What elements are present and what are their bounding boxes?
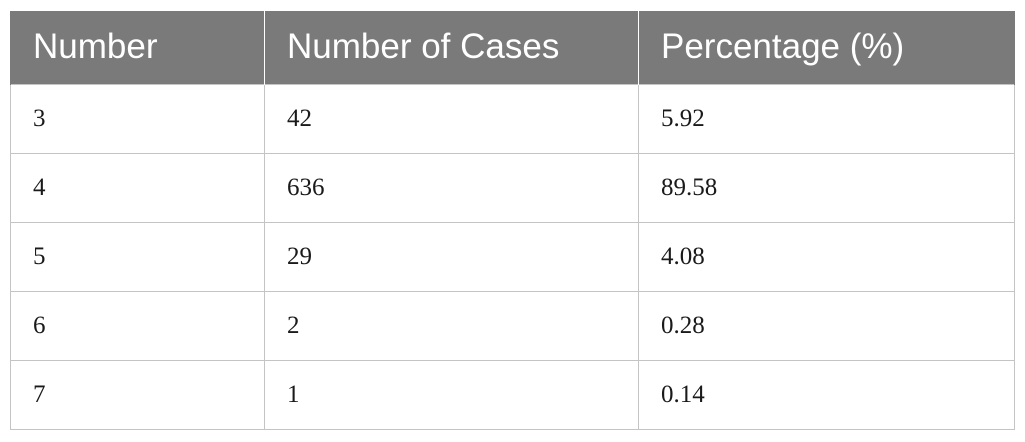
cell-percentage: 5.92 bbox=[638, 83, 1015, 154]
table-row: 7 1 0.14 bbox=[10, 359, 1015, 430]
cell-percentage: 0.14 bbox=[638, 359, 1015, 430]
cell-cases: 42 bbox=[264, 83, 639, 154]
cell-number: 5 bbox=[10, 221, 265, 292]
header-row: Number Number of Cases Percentage (%) bbox=[10, 11, 1015, 84]
cell-number: 7 bbox=[10, 359, 265, 430]
header-number-of-cases: Number of Cases bbox=[264, 11, 639, 84]
table-row: 3 42 5.92 bbox=[10, 83, 1015, 154]
cell-number: 6 bbox=[10, 290, 265, 361]
table-header: Number Number of Cases Percentage (%) bbox=[10, 11, 1015, 84]
cell-cases: 2 bbox=[264, 290, 639, 361]
header-number: Number bbox=[10, 11, 265, 84]
table-row: 5 29 4.08 bbox=[10, 221, 1015, 292]
cell-percentage: 89.58 bbox=[638, 152, 1015, 223]
cell-cases: 29 bbox=[264, 221, 639, 292]
data-table: Number Number of Cases Percentage (%) 3 … bbox=[10, 11, 1015, 430]
table-row: 4 636 89.58 bbox=[10, 152, 1015, 223]
cell-number: 4 bbox=[10, 152, 265, 223]
data-table-container: Number Number of Cases Percentage (%) 3 … bbox=[10, 11, 1015, 430]
cell-percentage: 4.08 bbox=[638, 221, 1015, 292]
cell-cases: 636 bbox=[264, 152, 639, 223]
cell-number: 3 bbox=[10, 83, 265, 154]
table-body: 3 42 5.92 4 636 89.58 5 29 4.08 6 2 0.28… bbox=[10, 83, 1015, 430]
cell-cases: 1 bbox=[264, 359, 639, 430]
cell-percentage: 0.28 bbox=[638, 290, 1015, 361]
table-row: 6 2 0.28 bbox=[10, 290, 1015, 361]
header-percentage: Percentage (%) bbox=[638, 11, 1015, 84]
